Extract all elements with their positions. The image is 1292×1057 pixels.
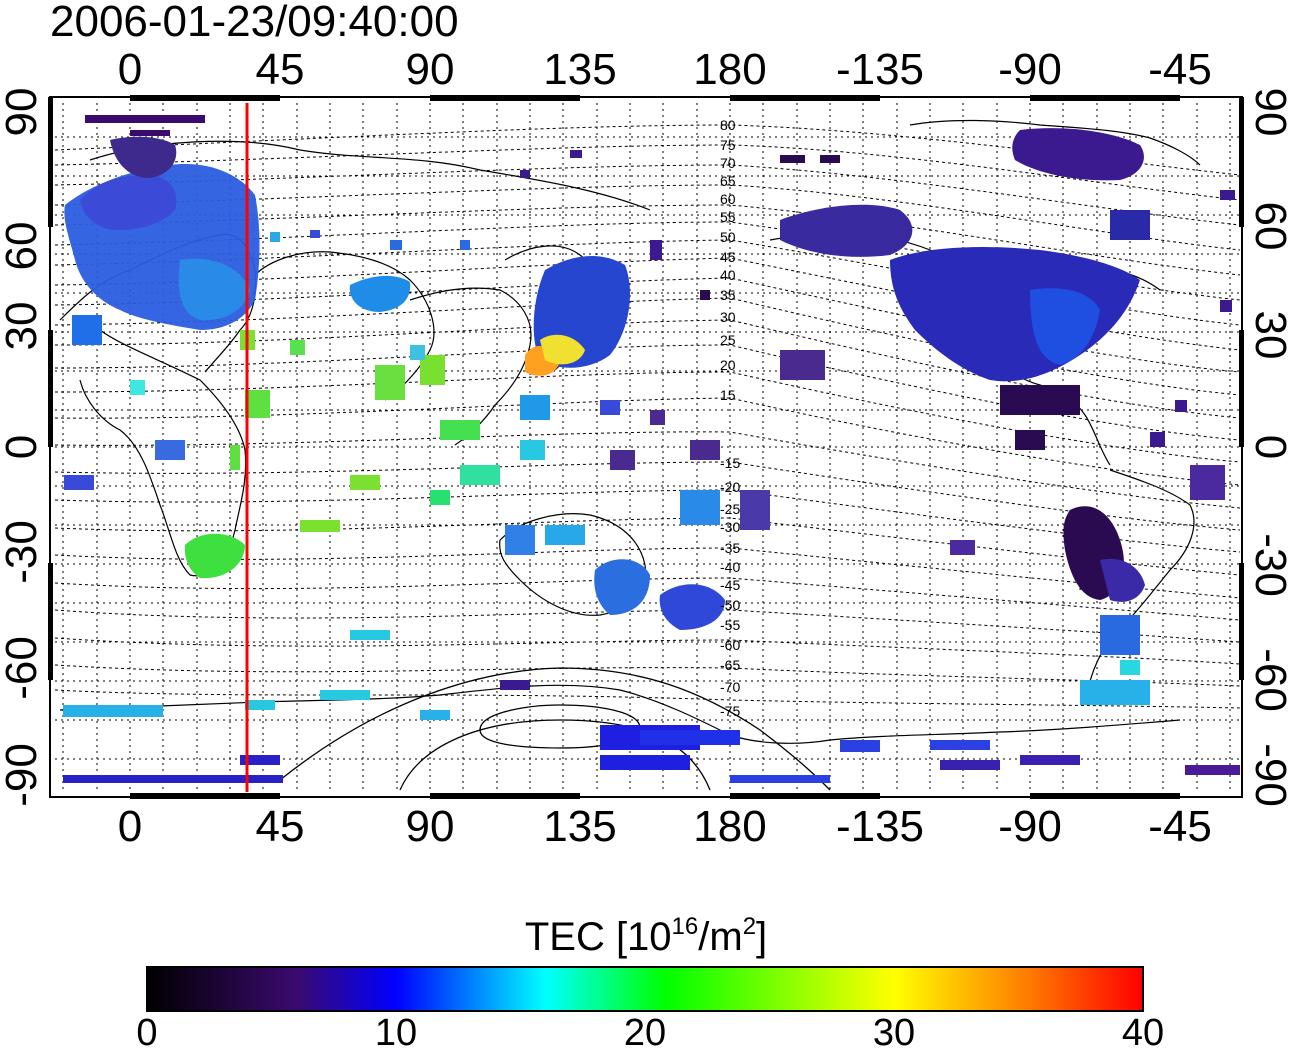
bottom-lon-tick: -135 <box>835 802 925 851</box>
left-lat-tick: 0 <box>0 435 46 459</box>
colorbar-tick: 0 <box>136 1012 158 1054</box>
contour-label: 20 <box>720 357 736 373</box>
colorbar <box>146 966 1144 1012</box>
right-lat-tick: -90 <box>1246 743 1292 807</box>
frame-ticks <box>48 95 1244 799</box>
contour-label: -25 <box>720 501 740 517</box>
right-lat-tick: -30 <box>1246 533 1292 597</box>
contour-label: 80 <box>720 117 736 133</box>
contour-label: -30 <box>720 519 740 535</box>
contour-label: 65 <box>720 173 736 189</box>
colorbar-title: TEC [1016/m2] <box>524 913 768 959</box>
right-lat-ticks: 90 60 30 0 -30 -60 -90 <box>1246 88 1292 807</box>
contour-label: -50 <box>720 597 740 613</box>
colorbar-tick: 20 <box>623 1012 667 1054</box>
contour-label: 40 <box>720 267 736 283</box>
left-lat-tick: 60 <box>0 222 46 271</box>
contour-label: -40 <box>720 559 740 575</box>
left-lat-tick: -30 <box>0 520 46 584</box>
left-lat-tick: -60 <box>0 636 46 700</box>
bottom-lon-tick: 0 <box>117 802 143 851</box>
left-lat-tick: 30 <box>0 302 46 351</box>
top-lon-tick: 45 <box>255 45 305 94</box>
bottom-lon-tick: 45 <box>255 802 305 851</box>
contour-labels: 80 75 70 65 60 55 50 45 40 35 30 25 20 1… <box>720 117 740 719</box>
contour-label: -55 <box>720 617 740 633</box>
contour-label: 45 <box>720 249 736 265</box>
contour-label: -35 <box>720 540 740 556</box>
bottom-lon-tick: -45 <box>1148 802 1212 851</box>
top-lon-tick: 180 <box>693 45 767 94</box>
top-lon-tick: -135 <box>835 45 925 94</box>
left-lat-tick: 90 <box>0 88 46 137</box>
colorbar-tick: 40 <box>1121 1012 1165 1054</box>
map-timestamp: 2006-01-23/09:40:00 <box>50 0 459 46</box>
bottom-lon-tick: 180 <box>693 802 767 851</box>
top-lon-tick: -90 <box>998 45 1062 94</box>
right-lat-tick: 60 <box>1246 202 1292 251</box>
left-lat-tick: -90 <box>0 743 46 807</box>
bottom-lon-tick: -90 <box>998 802 1062 851</box>
right-lat-tick: 90 <box>1246 88 1292 137</box>
contour-label: 35 <box>720 287 736 303</box>
contour-label: 30 <box>720 309 736 325</box>
tec-data <box>63 115 1240 783</box>
contour-label: 50 <box>720 229 736 245</box>
contour-label: -45 <box>720 577 740 593</box>
contour-label: -60 <box>720 637 740 653</box>
bottom-lon-tick: 135 <box>543 802 617 851</box>
colorbar-tick: 10 <box>374 1012 418 1054</box>
contour-label: 75 <box>720 137 736 153</box>
top-lon-tick: 0 <box>117 45 143 94</box>
bottom-lon-tick: 90 <box>405 802 455 851</box>
right-lat-tick: -60 <box>1246 648 1292 712</box>
top-lon-tick: 135 <box>543 45 617 94</box>
top-lon-tick: -45 <box>1148 45 1212 94</box>
right-lat-tick: 30 <box>1246 311 1292 360</box>
contour-label: -75 <box>720 703 740 719</box>
contour-label: 70 <box>720 155 736 171</box>
contour-label: 15 <box>720 387 736 403</box>
contour-label: -65 <box>720 657 740 673</box>
top-lon-tick: 90 <box>405 45 455 94</box>
contour-label: 25 <box>720 332 736 348</box>
contour-label: 55 <box>720 209 736 225</box>
colorbar-tick: 30 <box>872 1012 916 1054</box>
contour-label: -20 <box>720 479 740 495</box>
contour-label: -15 <box>720 455 740 471</box>
contour-label: 60 <box>720 191 736 207</box>
contour-label: -70 <box>720 679 740 695</box>
left-lat-ticks: 90 60 30 0 -30 -60 -90 <box>0 88 46 807</box>
right-lat-tick: 0 <box>1246 435 1292 459</box>
